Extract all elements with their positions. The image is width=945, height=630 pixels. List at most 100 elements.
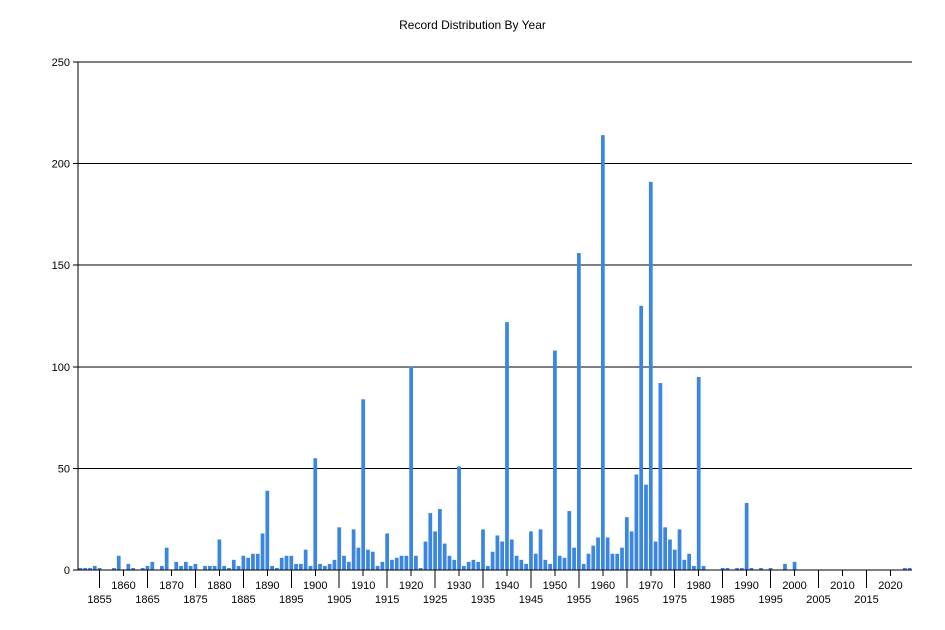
bar: [509, 539, 514, 570]
bar: [342, 555, 346, 570]
y-tick-label: 0: [64, 565, 70, 577]
bar: [658, 383, 663, 570]
tick-labels: 0501001502002501855186018651870187518801…: [52, 57, 903, 606]
x-tick-label: 1970: [639, 580, 663, 592]
bar: [303, 549, 308, 570]
bar: [639, 305, 644, 570]
bar: [624, 517, 629, 570]
bar: [615, 553, 620, 570]
bar: [404, 555, 409, 570]
bar: [692, 565, 696, 570]
bar: [524, 563, 529, 570]
bar: [586, 553, 591, 570]
x-tick-label: 1900: [303, 580, 327, 592]
bar: [112, 567, 116, 570]
bar: [183, 561, 188, 570]
bar: [375, 565, 380, 570]
bar: [179, 565, 183, 570]
gridlines: [78, 61, 912, 469]
bar: [327, 563, 332, 570]
bar: [907, 567, 912, 570]
bar: [193, 563, 198, 570]
bar: [466, 561, 471, 570]
bar: [567, 511, 572, 570]
x-tick-label: 1955: [567, 594, 591, 606]
bar: [687, 553, 691, 570]
bar: [452, 559, 457, 570]
x-tick-label: 1855: [87, 594, 111, 606]
bar: [83, 567, 88, 570]
x-tick-label: 1965: [615, 594, 639, 606]
x-tick-label: 1930: [447, 580, 471, 592]
x-tick-label: 1940: [495, 580, 519, 592]
bar: [783, 563, 787, 570]
bar: [116, 555, 121, 570]
bar: [553, 350, 557, 570]
bar: [744, 502, 749, 570]
bar: [131, 567, 135, 570]
bar: [461, 565, 466, 570]
bar: [356, 547, 361, 570]
x-tick-label: 2015: [854, 594, 878, 606]
bar: [366, 549, 370, 570]
y-tick-label: 100: [52, 362, 70, 374]
bar: [78, 567, 83, 570]
bar: [447, 555, 452, 570]
x-tick-label: 1990: [734, 580, 758, 592]
x-tick-label: 1890: [255, 580, 279, 592]
x-tick-label: 1960: [591, 580, 615, 592]
x-tick-label: 1875: [183, 594, 207, 606]
x-tick-label: 1895: [279, 594, 303, 606]
axes: [73, 61, 912, 588]
bar: [644, 484, 648, 570]
y-tick-label: 250: [52, 57, 70, 69]
bar: [399, 555, 404, 570]
bar: [279, 557, 284, 570]
bar: [227, 567, 231, 570]
x-tick-label: 1880: [207, 580, 231, 592]
bar: [653, 541, 658, 570]
bar: [529, 531, 533, 570]
bar: [663, 527, 668, 570]
x-tick-label: 1905: [327, 594, 351, 606]
bar: [596, 537, 600, 570]
x-tick-label: 1915: [375, 594, 399, 606]
bar: [140, 567, 145, 570]
bar: [294, 563, 298, 570]
bar: [620, 547, 624, 570]
x-tick-label: 1985: [710, 594, 734, 606]
bar: [629, 531, 634, 570]
y-tick-label: 50: [58, 463, 70, 475]
x-tick-label: 1860: [111, 580, 135, 592]
bar: [495, 535, 500, 570]
bar: [562, 557, 567, 570]
bar: [433, 531, 437, 570]
x-tick-label: 1935: [471, 594, 495, 606]
bar: [514, 555, 519, 570]
bar: [600, 135, 605, 571]
x-tick-label: 1995: [758, 594, 782, 606]
x-tick-label: 1950: [543, 580, 567, 592]
bar: [318, 563, 322, 570]
bar: [289, 555, 294, 570]
bar: [634, 474, 639, 570]
bar: [241, 555, 246, 570]
bar: [236, 565, 241, 570]
bar: [380, 561, 385, 570]
bar: [572, 547, 576, 570]
x-tick-label: 2005: [806, 594, 830, 606]
bar: [222, 565, 227, 570]
bar: [322, 565, 327, 570]
bar: [902, 567, 907, 570]
bar: [385, 533, 390, 570]
bar: [533, 553, 538, 570]
bar: [725, 567, 730, 570]
bar: [557, 555, 562, 570]
y-tick-label: 200: [52, 159, 70, 171]
bar: [313, 458, 318, 570]
bar: [481, 529, 485, 570]
x-tick-label: 1885: [231, 594, 255, 606]
x-tick-label: 1945: [519, 594, 543, 606]
bar: [471, 559, 476, 570]
bar: [370, 551, 375, 570]
